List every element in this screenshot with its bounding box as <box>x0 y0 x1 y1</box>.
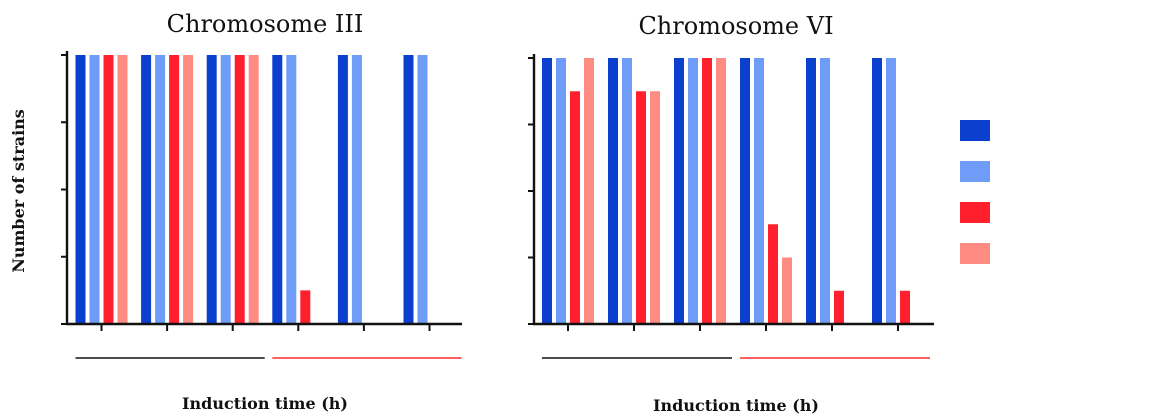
bar-synthetic-left <box>169 55 180 324</box>
bar-synthetic-right <box>584 58 594 324</box>
bar-native-right <box>155 55 166 324</box>
bar-native-left <box>337 55 348 324</box>
bar-native-right <box>820 58 830 324</box>
bar-synthetic-left <box>570 91 580 324</box>
bar-synthetic-right <box>782 257 792 324</box>
bar-synthetic-left <box>636 91 646 324</box>
legend-swatch-synthetic-left <box>960 202 990 223</box>
legend-swatch-synthetic-right <box>960 243 990 264</box>
bar-native-left <box>141 55 152 324</box>
bar-synthetic-left <box>300 290 311 324</box>
bar-native-right <box>622 58 632 324</box>
bar-native-right <box>417 55 428 324</box>
bar-native-right <box>754 58 764 324</box>
chart-panel-chromosome-vi: Chromosome VI Induction time (h) <box>528 12 934 415</box>
bar-synthetic-left <box>900 290 910 324</box>
chart-title: Chromosome III <box>167 10 364 38</box>
bar-native-left <box>608 58 618 324</box>
bar-native-right <box>688 58 698 324</box>
bar-native-left <box>206 55 217 324</box>
legend-swatch-native-left <box>960 120 990 141</box>
bar-synthetic-right <box>248 55 259 324</box>
bar-synthetic-right <box>117 55 128 324</box>
bar-synthetic-right <box>716 58 726 324</box>
bar-synthetic-left <box>234 55 245 324</box>
bar-native-right <box>556 58 566 324</box>
legend-swatch-native-right <box>960 161 990 182</box>
bar-synthetic-left <box>834 290 844 324</box>
bar-native-right <box>220 55 231 324</box>
bar-synthetic-right <box>650 91 660 324</box>
chart-title: Chromosome VI <box>638 12 833 40</box>
bar-native-right <box>351 55 362 324</box>
bar-native-left <box>872 58 882 324</box>
bar-synthetic-left <box>103 55 114 324</box>
bar-native-left <box>542 58 552 324</box>
bar-native-right <box>286 55 297 324</box>
bar-native-left <box>403 55 414 324</box>
x-axis-label: Induction time (h) <box>182 394 348 413</box>
bar-native-left <box>272 55 283 324</box>
bar-synthetic-left <box>768 224 778 324</box>
bar-native-right <box>89 55 100 324</box>
x-axis-label: Induction time (h) <box>653 396 819 415</box>
chart-legend <box>960 120 990 264</box>
y-axis-label: Number of strains <box>9 109 28 273</box>
bar-synthetic-right <box>183 55 194 324</box>
bar-native-left <box>674 58 684 324</box>
chart-panel-chromosome-iii: Chromosome III Induction time (h) Number… <box>9 10 462 413</box>
bar-native-left <box>806 58 816 324</box>
bar-native-left <box>75 55 86 324</box>
bar-native-left <box>740 58 750 324</box>
bar-native-right <box>886 58 896 324</box>
bar-synthetic-left <box>702 58 712 324</box>
